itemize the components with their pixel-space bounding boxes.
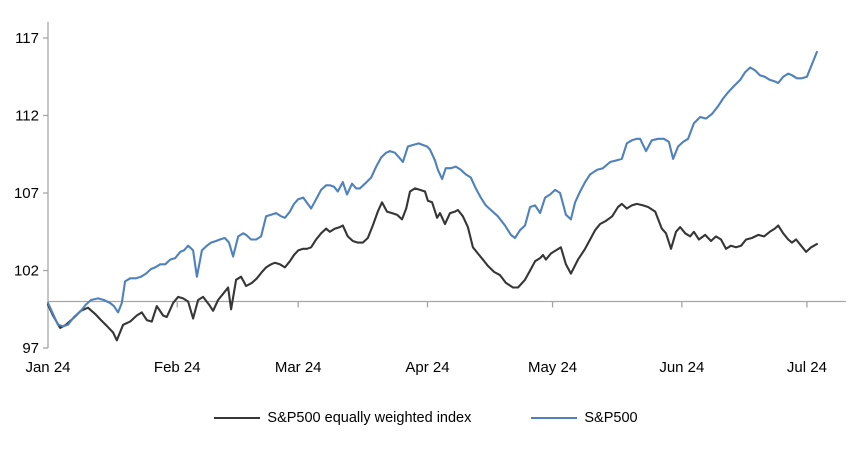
y-tick-label: 117	[15, 30, 39, 47]
legend-label-equal-weight: S&P500 equally weighted index	[267, 410, 472, 426]
equal-weight-line-swatch	[214, 417, 261, 419]
sp500-line-swatch	[531, 417, 578, 419]
x-tick-label: May 24	[528, 359, 577, 376]
series-line-equal-weight	[46, 187, 818, 342]
legend-label-sp500: S&P500	[584, 410, 638, 426]
x-tick-label: Jul 24	[787, 359, 827, 376]
y-tick-label: 112	[15, 108, 39, 125]
x-axis: Jan 24 Feb 24 Mar 24 Apr 24 May 24 Jun 24 Jul …	[25, 300, 846, 376]
legend-item-sp500: S&P500	[531, 410, 638, 426]
y-tick-label: 97	[22, 340, 39, 357]
x-tick-label: Mar 24	[275, 359, 322, 376]
y-axis: 97 102 107 112 117	[14, 22, 49, 357]
x-tick-label: Jan 24	[25, 359, 70, 376]
chart-legend: S&P500 equally weighted index S&P500	[0, 410, 852, 426]
x-tick-label: Feb 24	[154, 359, 201, 376]
series-line-sp500	[46, 50, 818, 328]
x-tick-label: Apr 24	[405, 359, 449, 376]
legend-item-equal-weight: S&P500 equally weighted index	[214, 410, 471, 426]
chart-plot-area: 97 102 107 112 117 Jan 24 Feb 24 Mar 24 Apr 24 Ma…	[14, 22, 846, 376]
x-tick-label: Jun 24	[659, 359, 704, 376]
y-tick-label: 102	[14, 263, 39, 280]
y-tick-label: 107	[14, 185, 39, 202]
